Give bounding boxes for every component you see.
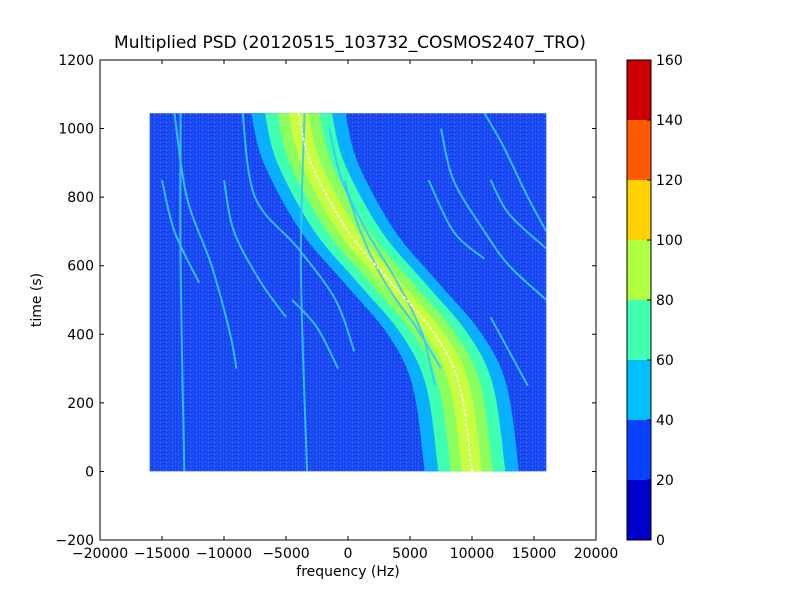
x-tick-label: 20000 — [574, 546, 619, 562]
secondary-track — [483, 113, 547, 232]
secondary-track — [291, 299, 339, 370]
y-axis: −200 0 200 400 600 800 1000 1200 — [56, 53, 596, 549]
secondary-track — [427, 179, 486, 260]
y-tick-label: 1000 — [58, 122, 94, 138]
x-axis-label: frequency (Hz) — [296, 564, 399, 580]
y-tick-label: 800 — [67, 190, 94, 206]
x-tick-label: 5000 — [392, 546, 428, 562]
main-track-core — [297, 113, 473, 472]
secondary-track — [179, 113, 186, 472]
x-tick-label: 10000 — [450, 546, 495, 562]
y-tick-label: 600 — [67, 259, 94, 275]
y-tick-label: 0 — [85, 464, 94, 480]
x-tick-label: −5000 — [262, 546, 309, 562]
x-tick-label: −15000 — [134, 546, 190, 562]
colorbar-tick-label: 60 — [656, 353, 674, 369]
secondary-track — [299, 113, 309, 472]
secondary-track — [343, 179, 442, 370]
x-tick-label: 0 — [344, 546, 353, 562]
colorbar-tick-label: 100 — [656, 233, 683, 249]
colorbar-tick-label: 40 — [656, 413, 674, 429]
colorbar-tick-label: 80 — [656, 293, 674, 309]
colorbar-tick-label: 140 — [656, 113, 683, 129]
colorbar-segment — [627, 60, 651, 120]
secondary-track — [440, 128, 547, 301]
x-tick-label: 15000 — [512, 546, 557, 562]
x-axis: −20000 −15000 −10000 −5000 0 5000 10000 15000 20… — [72, 60, 618, 562]
colorbar-tick-label: 20 — [656, 473, 674, 489]
secondary-track — [489, 316, 529, 387]
y-tick-label: 1200 — [58, 53, 94, 69]
main-track-band-4 — [288, 113, 482, 472]
colorbar-segment — [627, 240, 651, 300]
secondary-track — [241, 113, 356, 352]
colorbar-tick-label: 0 — [656, 533, 665, 549]
secondary-track — [161, 179, 201, 284]
y-axis-label: time (s) — [29, 273, 45, 327]
colorbar: 0 20 40 60 80 100 120 140 160 — [626, 53, 683, 549]
colorbar-segment — [627, 300, 651, 360]
chart-title: Multiplied PSD (20120515_103732_COSMOS24… — [114, 33, 586, 53]
colorbar-segment — [627, 360, 651, 420]
y-tick-label: 400 — [67, 327, 94, 343]
psd-heatmap — [149, 113, 547, 472]
colorbar-tick-label: 160 — [656, 53, 683, 69]
colorbar-segment — [627, 480, 651, 540]
x-tick-label: −10000 — [196, 546, 252, 562]
y-tick-label: −200 — [56, 533, 94, 549]
secondary-track — [223, 179, 287, 318]
colorbar-segment — [627, 180, 651, 240]
colorbar-segment — [627, 120, 651, 180]
colorbar-tick-label: 120 — [656, 173, 683, 189]
secondary-track — [489, 179, 547, 250]
x-tick-label: −20000 — [72, 546, 128, 562]
y-tick-label: 200 — [67, 396, 94, 412]
colorbar-segment — [627, 420, 651, 480]
